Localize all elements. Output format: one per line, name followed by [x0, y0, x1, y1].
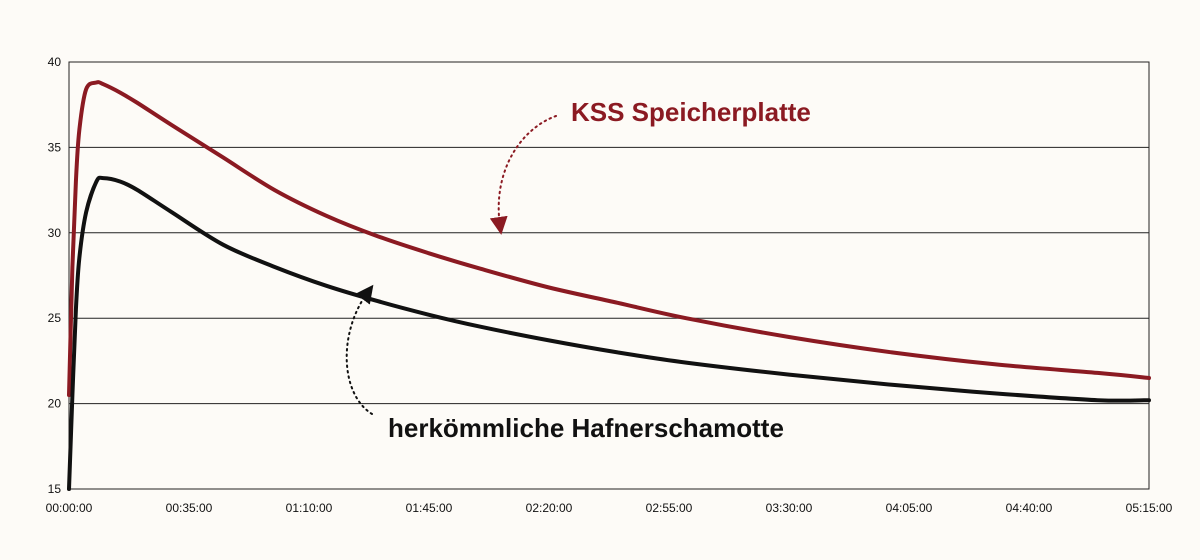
annotation-label-schamotte: herkömmliche Hafnerschamotte [388, 413, 784, 443]
x-tick-label: 02:20:00 [526, 501, 573, 515]
y-tick-label: 25 [48, 311, 62, 325]
plot-frame [68, 61, 1150, 490]
y-axis-labels: 15 20 25 30 35 40 [48, 55, 62, 496]
x-tick-label: 04:05:00 [886, 501, 933, 515]
annotation-label-kss: KSS Speicherplatte [571, 97, 811, 127]
x-tick-label: 05:15:00 [1126, 501, 1173, 515]
x-tick-label: 00:00:00 [46, 501, 93, 515]
x-tick-label: 00:35:00 [166, 501, 213, 515]
x-tick-label: 01:10:00 [286, 501, 333, 515]
y-tick-label: 15 [48, 482, 62, 496]
x-axis-labels: 00:00:00 00:35:00 01:10:00 01:45:00 02:20:00… [46, 501, 1173, 515]
grid-lines [69, 146, 1149, 405]
x-tick-label: 02:55:00 [646, 501, 693, 515]
annotation-arrow-kss [489, 115, 557, 235]
y-tick-label: 30 [48, 226, 62, 240]
annotation-arrow-schamotte [345, 284, 374, 415]
y-tick-label: 40 [48, 55, 62, 69]
y-tick-label: 20 [48, 397, 62, 411]
x-tick-label: 03:30:00 [766, 501, 813, 515]
series-group [67, 80, 1151, 491]
x-tick-label: 01:45:00 [406, 501, 453, 515]
x-tick-label: 04:40:00 [1006, 501, 1053, 515]
series-line-hafnerschamotte [67, 175, 1151, 491]
series-line-kss-speicherplatte [67, 80, 1151, 398]
y-tick-label: 35 [48, 140, 62, 154]
